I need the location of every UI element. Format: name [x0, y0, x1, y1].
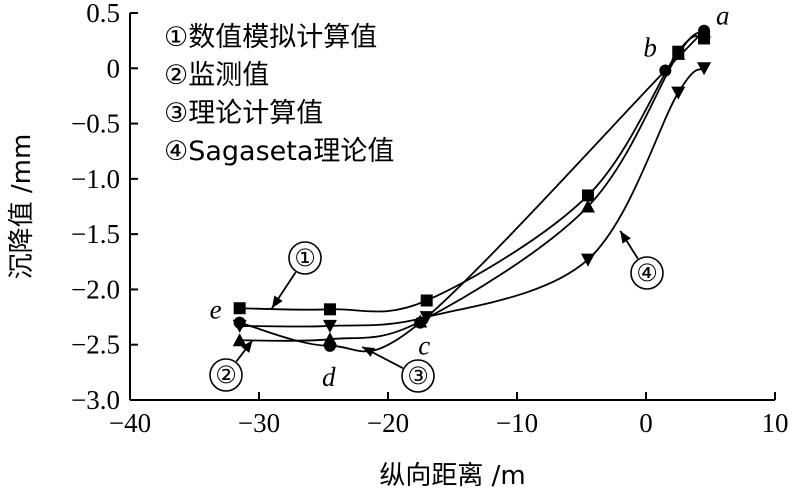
- x-tick-label: −30: [238, 408, 280, 438]
- callout-4: ④: [619, 230, 664, 290]
- point-label-d: d: [322, 362, 336, 392]
- y-tick-label: 0: [107, 53, 121, 83]
- callout-arrow-head: [620, 230, 631, 244]
- x-axis-title: 纵向距离 /m: [379, 461, 525, 491]
- axes-layer: −40 −30 −20 −10 0 10 0.5 0 −0.5 −1.0 −1.5 −2.0 −2.5 −…: [7, 0, 789, 491]
- y-tick-label: −1.0: [71, 164, 120, 194]
- y-axis-title: 沉降值 /mm: [7, 134, 37, 280]
- data-point-triangle-down: [232, 319, 247, 333]
- y-tick-label: −3.0: [71, 385, 120, 415]
- x-tick-label: 0: [639, 408, 653, 438]
- series-3: [233, 24, 711, 353]
- data-point-triangle-down: [580, 253, 595, 267]
- legend-entry-1: ①数值模拟计算值: [164, 22, 377, 53]
- callout-label: ④: [636, 259, 658, 287]
- data-point-circle: [659, 64, 672, 77]
- x-tick-label: −20: [367, 408, 409, 438]
- y-tick-label: 0.5: [86, 0, 120, 28]
- data-point-square: [233, 302, 246, 315]
- callout-arrow-head: [362, 346, 376, 357]
- callout-circle: [401, 359, 435, 393]
- legend-entry-3: ③理论计算值: [164, 98, 323, 129]
- callout-2: ②: [209, 339, 254, 392]
- data-point-square: [323, 303, 336, 316]
- legend-entry-4: ④Sagaseta理论值: [164, 136, 394, 167]
- callout-label: ③: [407, 362, 429, 390]
- x-tick-label: 10: [762, 408, 789, 438]
- point-label-c: c: [418, 331, 430, 361]
- data-point-circle: [698, 24, 711, 37]
- data-point-circle: [323, 339, 336, 352]
- callout-arrow-head: [241, 340, 253, 353]
- series-2: [232, 24, 712, 347]
- data-point-triangle-down: [419, 311, 434, 325]
- x-tick-label: −10: [496, 408, 538, 438]
- callout-3: ③: [361, 346, 435, 393]
- point-label-a: a: [716, 1, 730, 31]
- point-label-b: b: [643, 32, 657, 62]
- y-tick-label: −2.0: [71, 274, 120, 304]
- series-layer: [232, 24, 712, 353]
- data-point-triangle-up: [580, 199, 595, 213]
- y-tick-label: −0.5: [71, 109, 120, 139]
- callout-1: ①: [271, 241, 322, 309]
- legend: ①数值模拟计算值 ②监测值 ③理论计算值 ④Sagaseta理论值: [164, 22, 394, 167]
- callout-label: ①: [294, 244, 316, 272]
- callout-circle: [630, 256, 664, 290]
- series-line: [239, 31, 705, 342]
- callout-circle: [209, 358, 243, 392]
- data-point-square: [420, 294, 433, 307]
- data-point-triangle-down: [697, 62, 712, 76]
- series-4: [232, 62, 712, 333]
- legend-entry-2: ②监测值: [164, 60, 269, 91]
- y-tick-label: −2.5: [71, 330, 120, 360]
- data-point-square: [581, 189, 594, 202]
- callout-label: ②: [215, 361, 237, 389]
- data-point-triangle-down: [671, 86, 686, 100]
- callout-arrow-head: [271, 295, 283, 309]
- point-label-e: e: [210, 295, 222, 325]
- labels-layer: a b c d e ① ② ③ ④: [209, 1, 730, 393]
- y-tick-label: −1.5: [71, 219, 120, 249]
- data-point-triangle-down: [322, 319, 337, 333]
- series-line: [239, 30, 705, 353]
- callout-circle: [288, 241, 322, 275]
- data-point-triangle-up: [671, 46, 686, 60]
- x-tick-label: −40: [109, 408, 151, 438]
- data-point-triangle-up: [232, 333, 247, 347]
